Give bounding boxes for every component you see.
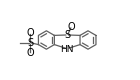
- Text: S: S: [27, 38, 33, 48]
- Text: S: S: [64, 30, 70, 40]
- Text: O: O: [68, 22, 75, 32]
- Text: O: O: [27, 48, 34, 58]
- Text: HN: HN: [60, 44, 74, 54]
- Text: O: O: [27, 28, 34, 38]
